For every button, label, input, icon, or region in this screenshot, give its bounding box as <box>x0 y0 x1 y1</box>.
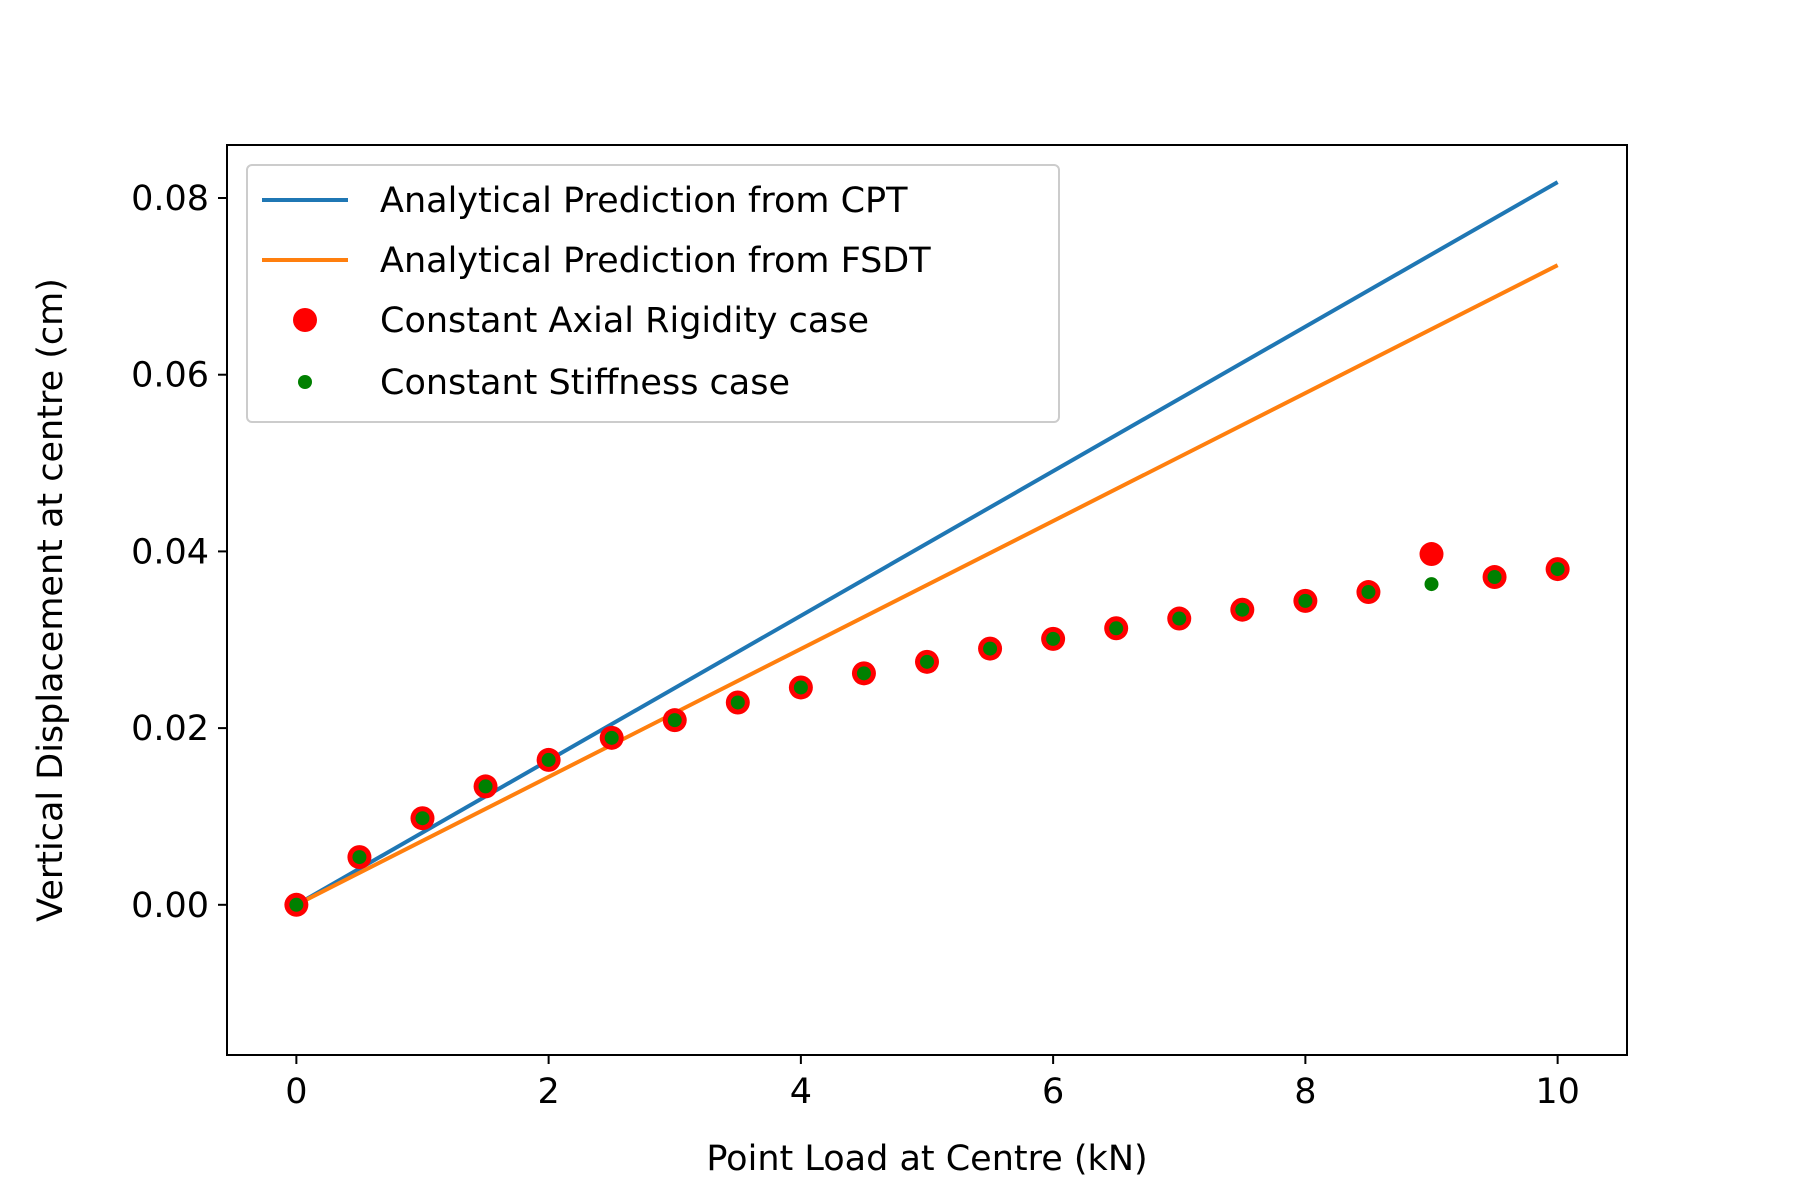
series-points <box>284 542 1570 917</box>
series-point-3 <box>604 730 619 745</box>
y-tick-label: 0.02 <box>131 709 209 749</box>
legend-label: Constant Stiffness case <box>380 363 790 403</box>
series-point-3 <box>478 779 493 794</box>
series-line-1 <box>295 263 1559 907</box>
series-point-3 <box>667 713 682 728</box>
series-point-3 <box>1046 631 1061 646</box>
series-point-3 <box>1109 621 1124 636</box>
y-axis-title: Vertical Displacement at centre (cm) <box>31 278 71 922</box>
legend-box <box>246 164 1060 423</box>
legend-marker-swatch <box>298 375 312 389</box>
y-tick-label: 0.00 <box>131 886 209 926</box>
x-axis-title: Point Load at Centre (kN) <box>706 1139 1147 1179</box>
series-line-0 <box>295 180 1559 907</box>
series-point-3 <box>1298 593 1313 608</box>
y-axis: 0.00 0.02 0.04 0.06 0.08 <box>131 179 227 926</box>
series-point-3 <box>415 811 430 826</box>
series-point-3 <box>541 752 556 767</box>
series-point-3 <box>1550 562 1565 577</box>
series-point-3 <box>1424 577 1439 592</box>
x-tick-label: 4 <box>790 1072 812 1112</box>
series-point-3 <box>1172 611 1187 626</box>
series-point-3 <box>983 641 998 656</box>
legend-label: Analytical Prediction from FSDT <box>380 241 931 281</box>
axes-frame <box>226 144 1628 1056</box>
series-point-3 <box>1487 570 1502 585</box>
y-tick-label: 0.08 <box>131 179 209 219</box>
series-point-2 <box>1419 542 1444 567</box>
x-tick-label: 10 <box>1535 1072 1580 1112</box>
series-point-3 <box>1235 602 1250 617</box>
legend-marker-swatch <box>293 308 317 332</box>
series-point-3 <box>352 850 367 865</box>
series-point-3 <box>793 680 808 695</box>
x-tick-label: 6 <box>1042 1072 1064 1112</box>
series-point-3 <box>289 897 304 912</box>
legend-label: Analytical Prediction from CPT <box>380 181 908 221</box>
series-lines <box>295 180 1559 907</box>
legend-label: Constant Axial Rigidity case <box>380 301 869 341</box>
legend: Analytical Prediction from CPT Analytical… <box>246 164 1060 423</box>
series-point-3 <box>1361 585 1376 600</box>
series-point-3 <box>730 695 745 710</box>
x-axis: 0 2 4 6 8 10 <box>285 1055 1580 1112</box>
series-point-3 <box>856 666 871 681</box>
y-tick-label: 0.06 <box>131 356 209 396</box>
x-tick-label: 2 <box>537 1072 559 1112</box>
x-tick-label: 8 <box>1294 1072 1316 1112</box>
x-tick-label: 0 <box>285 1072 307 1112</box>
y-tick-label: 0.04 <box>131 532 209 572</box>
series-point-3 <box>920 654 934 669</box>
